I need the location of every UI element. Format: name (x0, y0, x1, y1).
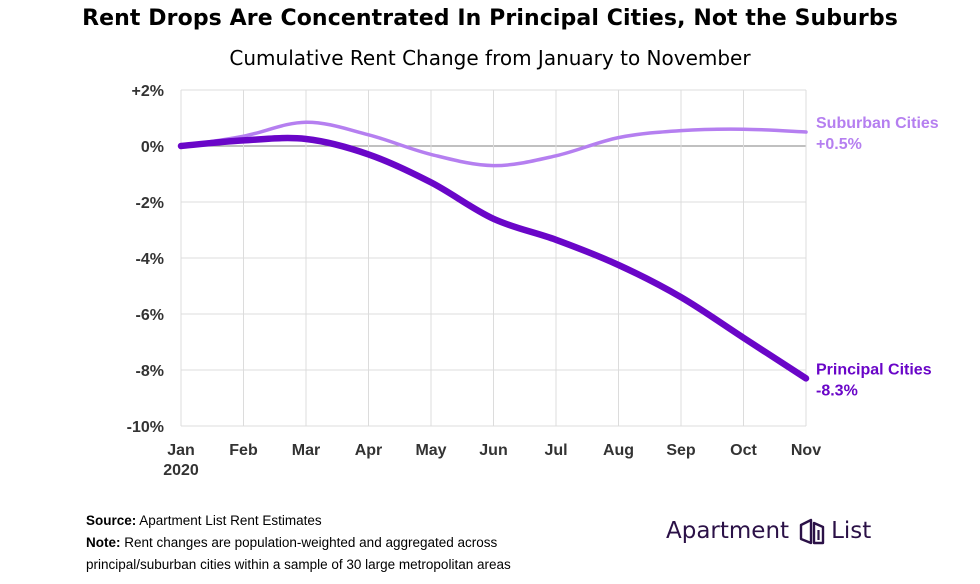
y-tick-label: +2% (132, 83, 164, 100)
y-tick-label: -2% (136, 195, 164, 212)
series-lines (177, 120, 810, 382)
note-label: Note: (86, 535, 121, 550)
x-tick-label: May (415, 442, 446, 459)
gridlines (180, 89, 807, 427)
note-line: Note: Rent changes are population-weight… (86, 532, 511, 554)
x-tick-label: Jan (167, 442, 195, 459)
footnotes: Source: Apartment List Rent Estimates No… (86, 510, 511, 576)
chart-title: Rent Drops Are Concentrated In Principal… (82, 6, 898, 31)
series-end-value-label: +0.5% (816, 136, 862, 153)
x-tick-label: Jul (544, 442, 567, 459)
series-name-label: Principal Cities (816, 361, 932, 378)
source-line: Source: Apartment List Rent Estimates (86, 510, 511, 532)
brand-word-1: Apartment (666, 518, 790, 544)
note-text: Rent changes are population-weighted and… (124, 535, 498, 550)
apartment-list-logo: Apartment List (666, 516, 871, 546)
chart-subtitle: Cumulative Rent Change from January to N… (229, 46, 751, 70)
x-tick-label: Oct (730, 442, 757, 459)
y-tick-label: -6% (136, 307, 164, 324)
note-line-2: principal/suburban cities within a sampl… (86, 557, 511, 572)
axes: +2% 0% -2% -4% -6% -8% -10%Jan Feb Mar Apr May Jun J… (127, 83, 822, 479)
x-tick-label: Mar (292, 442, 320, 459)
x-tick-label: Jun (479, 442, 507, 459)
x-tick-label: Sep (666, 442, 696, 459)
series-line-suburban-cities (179, 120, 808, 168)
series-end-labels: Suburban Cities +0.5% Principal Cities -8.3… (816, 115, 939, 399)
x-tick-label: Feb (229, 442, 258, 459)
source-text: Apartment List Rent Estimates (139, 513, 322, 528)
x-tick-label: Aug (603, 442, 634, 459)
x-year-label: 2020 (163, 462, 199, 479)
series-end-value-label: -8.3% (816, 382, 858, 399)
y-tick-label: -4% (136, 251, 164, 268)
source-label: Source: (86, 513, 137, 528)
y-tick-label: -8% (136, 363, 164, 380)
series-name-label: Suburban Cities (816, 115, 939, 132)
series-line-principal-cities (177, 134, 810, 382)
y-tick-label: 0% (141, 139, 164, 156)
line-chart: +2% 0% -2% -4% -6% -8% -10%Jan Feb Mar Apr May Jun J… (127, 83, 939, 479)
x-tick-label: Apr (355, 442, 383, 459)
brand-word-2: List (831, 518, 872, 544)
building-icon (799, 518, 825, 545)
y-tick-label: -10% (127, 419, 164, 436)
x-tick-label: Nov (791, 442, 821, 459)
